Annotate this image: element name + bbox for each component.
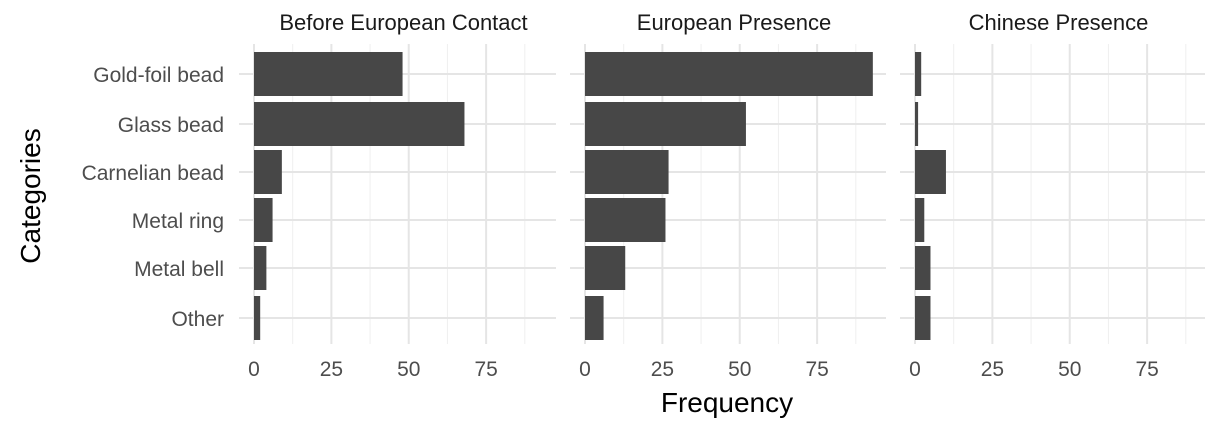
bar-glass-bead <box>254 102 465 146</box>
bar-other <box>585 296 604 340</box>
bar-metal-bell <box>915 246 931 290</box>
category-labels: Gold-foil bead Glass bead Carnelian bead Me… <box>82 64 224 331</box>
facet-panel-2: 0 25 50 75 European Presence <box>570 10 886 381</box>
bar-gold-foil-bead <box>585 52 873 96</box>
category-label: Metal ring <box>132 210 224 233</box>
x-tick-label: 50 <box>1058 358 1081 381</box>
bar-metal-ring <box>915 198 925 242</box>
category-label: Gold-foil bead <box>93 64 224 87</box>
facet-title: Before European Contact <box>279 10 527 35</box>
bar-carnelian-bead <box>915 150 946 194</box>
x-tick-label: 75 <box>805 358 828 381</box>
bar-glass-bead <box>915 102 919 146</box>
x-tick-label: 75 <box>1135 358 1158 381</box>
bar-glass-bead <box>585 102 746 146</box>
x-tick-label: 25 <box>981 358 1004 381</box>
bar-gold-foil-bead <box>254 52 403 96</box>
x-tick-label: 25 <box>651 358 674 381</box>
category-label: Metal bell <box>134 258 224 281</box>
x-axis-title: Frequency <box>661 387 793 418</box>
facet-panel-1: 0 25 50 75 Before European Contact <box>239 10 556 381</box>
bar-other <box>254 296 261 340</box>
x-tick-label: 50 <box>728 358 751 381</box>
bar-metal-bell <box>254 246 267 290</box>
y-axis-title: Categories <box>15 128 46 263</box>
x-tick-label: 0 <box>248 358 260 381</box>
bar-carnelian-bead <box>254 150 282 194</box>
x-tick-label: 25 <box>320 358 343 381</box>
bar-metal-ring <box>254 198 273 242</box>
bar-metal-ring <box>585 198 666 242</box>
bar-other <box>915 296 931 340</box>
x-tick-label: 0 <box>909 358 921 381</box>
bar-gold-foil-bead <box>915 52 922 96</box>
x-tick-label: 50 <box>397 358 420 381</box>
category-label: Glass bead <box>118 114 224 137</box>
category-label: Other <box>171 308 224 331</box>
category-label: Carnelian bead <box>82 162 224 185</box>
bar-metal-bell <box>585 246 626 290</box>
facet-title: Chinese Presence <box>969 10 1149 35</box>
x-tick-label: 0 <box>579 358 591 381</box>
facet-title: European Presence <box>637 10 831 35</box>
facet-panel-3: 0 25 50 75 Chinese Presence <box>900 10 1205 381</box>
facets-layer: 0 25 50 75 Before European Contact 0 25 50 75 Eur… <box>239 10 1205 381</box>
x-tick-label: 75 <box>474 358 497 381</box>
bar-carnelian-bead <box>585 150 669 194</box>
